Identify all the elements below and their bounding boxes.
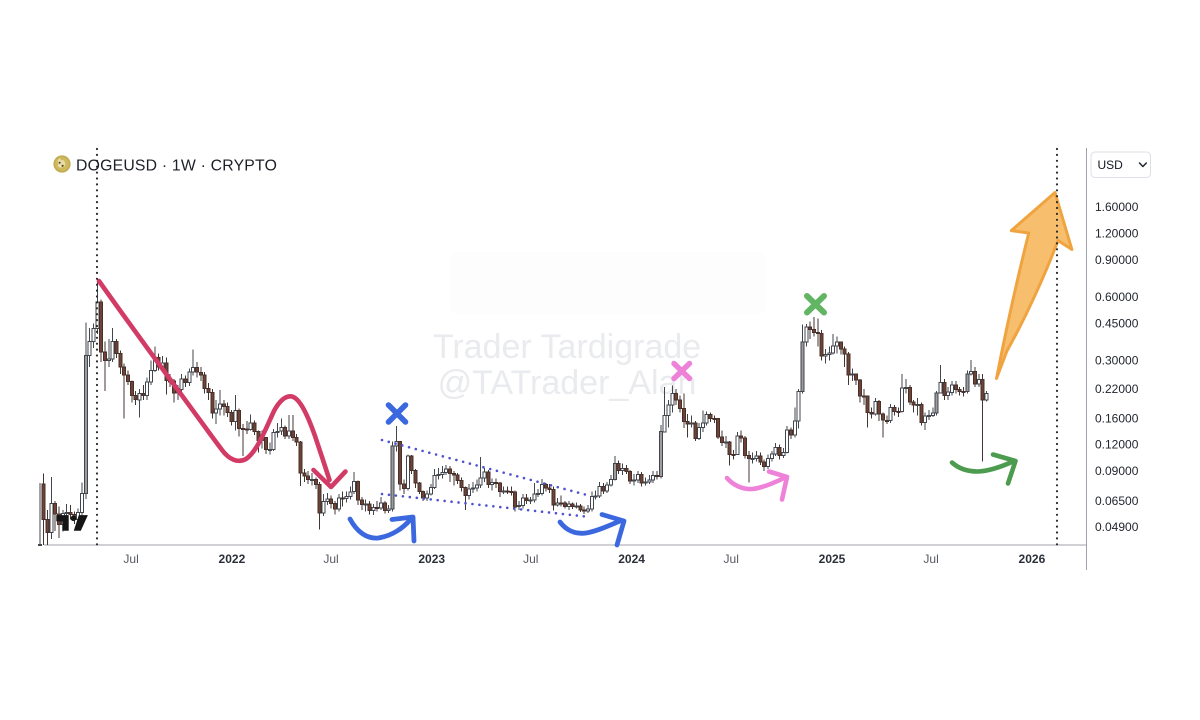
- svg-text:DOGEUSD · 1W · CRYPTO: DOGEUSD · 1W · CRYPTO: [76, 158, 277, 175]
- svg-text:0.06500: 0.06500: [1095, 494, 1139, 508]
- svg-text:Jul: Jul: [523, 552, 538, 566]
- svg-text:2025: 2025: [819, 552, 846, 566]
- svg-text:Jul: Jul: [923, 552, 938, 566]
- svg-text:2024: 2024: [618, 552, 645, 566]
- svg-text:1.20000: 1.20000: [1095, 227, 1139, 241]
- svg-text:0.22000: 0.22000: [1095, 382, 1139, 396]
- svg-text:0.30000: 0.30000: [1095, 354, 1139, 368]
- svg-text:0.12000: 0.12000: [1095, 438, 1139, 452]
- svg-text:@TATrader_Alan: @TATrader_Alan: [438, 364, 697, 402]
- svg-text:Jul: Jul: [724, 552, 739, 566]
- svg-text:0.90000: 0.90000: [1095, 253, 1139, 267]
- svg-text:Jul: Jul: [323, 552, 338, 566]
- svg-text:0.16000: 0.16000: [1095, 411, 1139, 425]
- svg-text:0.04900: 0.04900: [1095, 520, 1139, 534]
- svg-text:Jul: Jul: [123, 552, 138, 566]
- svg-text:USD: USD: [1098, 158, 1124, 172]
- svg-text:0.09000: 0.09000: [1095, 464, 1139, 478]
- svg-text:2026: 2026: [1019, 552, 1046, 566]
- svg-text:1.60000: 1.60000: [1095, 200, 1139, 214]
- svg-text:Trader Tardigrade: Trader Tardigrade: [433, 328, 701, 366]
- svg-text:0.45000: 0.45000: [1095, 316, 1139, 330]
- svg-text:2022: 2022: [219, 552, 246, 566]
- svg-text:2023: 2023: [418, 552, 445, 566]
- svg-text:0.60000: 0.60000: [1095, 290, 1139, 304]
